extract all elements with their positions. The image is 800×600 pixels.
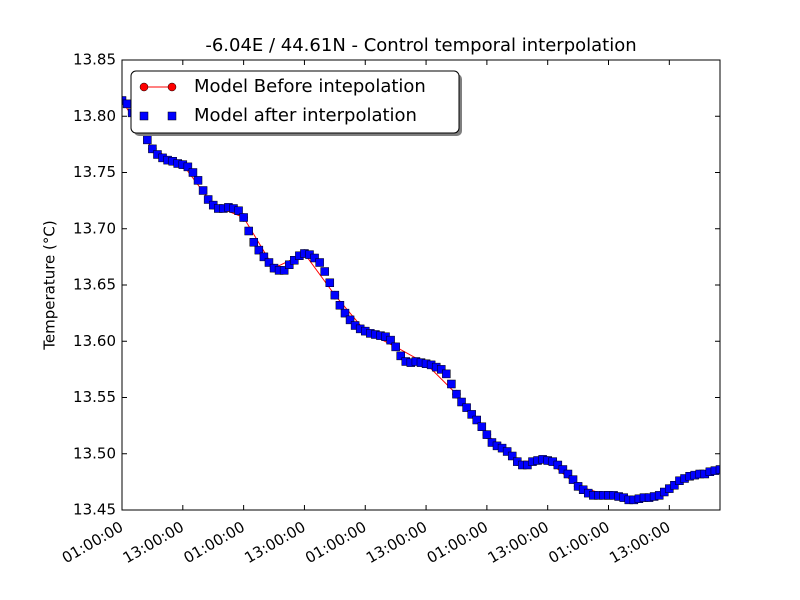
marker [507, 451, 517, 461]
marker [670, 481, 679, 490]
marker [442, 369, 451, 379]
x-tick-label: 13:00:00 [120, 518, 187, 567]
legend-marker [139, 82, 149, 92]
legend-label: Model after interpolation [194, 105, 417, 126]
marker [259, 252, 269, 262]
marker [568, 475, 578, 484]
marker [391, 342, 400, 352]
marker [330, 290, 340, 300]
marker [715, 465, 720, 474]
marker [472, 415, 481, 425]
marker [335, 301, 345, 310]
x-tick-label: 01:00:00 [302, 518, 369, 567]
marker [148, 144, 157, 154]
marker [320, 267, 329, 276]
marker [477, 422, 487, 431]
marker [143, 135, 152, 145]
marker [553, 460, 563, 470]
y-tick-label: 13.55 [73, 388, 116, 406]
marker [244, 226, 253, 236]
x-tick-label: 01:00:00 [59, 518, 126, 567]
legend-marker [167, 111, 177, 121]
marker [198, 186, 208, 195]
x-tick-label: 13:00:00 [363, 518, 430, 567]
marker [340, 308, 350, 318]
marker [457, 397, 466, 407]
marker [279, 266, 289, 275]
marker [183, 162, 193, 172]
marker [482, 430, 492, 439]
marker [396, 351, 405, 361]
marker [437, 365, 446, 374]
legend: Model Before intepolation Model after int… [130, 70, 462, 136]
x-tick-label: 01:00:00 [545, 518, 612, 567]
marker [386, 335, 395, 345]
y-tick-label: 13.50 [73, 444, 116, 462]
y-tick-label: 13.60 [73, 332, 116, 350]
y-tick-label: 13.45 [73, 501, 116, 519]
marker [234, 206, 243, 215]
marker [462, 403, 471, 412]
marker [193, 176, 203, 185]
marker [558, 465, 568, 474]
legend-label: Model Before intepolation [194, 76, 426, 97]
marker [502, 447, 512, 456]
marker [188, 168, 198, 177]
plot-content [122, 96, 720, 505]
marker [249, 238, 259, 247]
marker [563, 469, 573, 479]
marker [447, 379, 456, 389]
x-tick-label: 13:00:00 [606, 518, 673, 567]
y-tick-label: 13.80 [73, 107, 116, 125]
y-tick-label: 13.75 [73, 163, 116, 181]
marker [254, 245, 264, 255]
legend-marker [167, 82, 177, 92]
x-tick-label: 13:00:00 [241, 518, 308, 567]
marker [315, 258, 324, 267]
x-tick-label: 01:00:00 [424, 518, 491, 567]
marker [284, 260, 294, 269]
chart-title: -6.04E / 44.61N - Control temporal inter… [205, 35, 636, 56]
legend-marker [139, 111, 149, 121]
marker [345, 315, 355, 325]
y-tick-label: 13.85 [73, 51, 116, 69]
marker [203, 195, 213, 204]
marker [325, 278, 335, 287]
plot-frame [121, 59, 721, 511]
marker [467, 410, 476, 419]
y-tick-label: 13.65 [73, 276, 116, 294]
y-tick-label: 13.70 [73, 219, 116, 237]
marker [239, 213, 248, 222]
marker [122, 99, 132, 109]
x-tick-label: 13:00:00 [485, 518, 552, 567]
x-tick-label: 01:00:00 [181, 518, 248, 567]
marker [310, 253, 319, 263]
y-axis-label: Temperature (°C) [41, 220, 59, 350]
marker [452, 389, 461, 399]
marker [290, 256, 299, 265]
legend-box [130, 70, 460, 134]
marker [264, 258, 274, 267]
